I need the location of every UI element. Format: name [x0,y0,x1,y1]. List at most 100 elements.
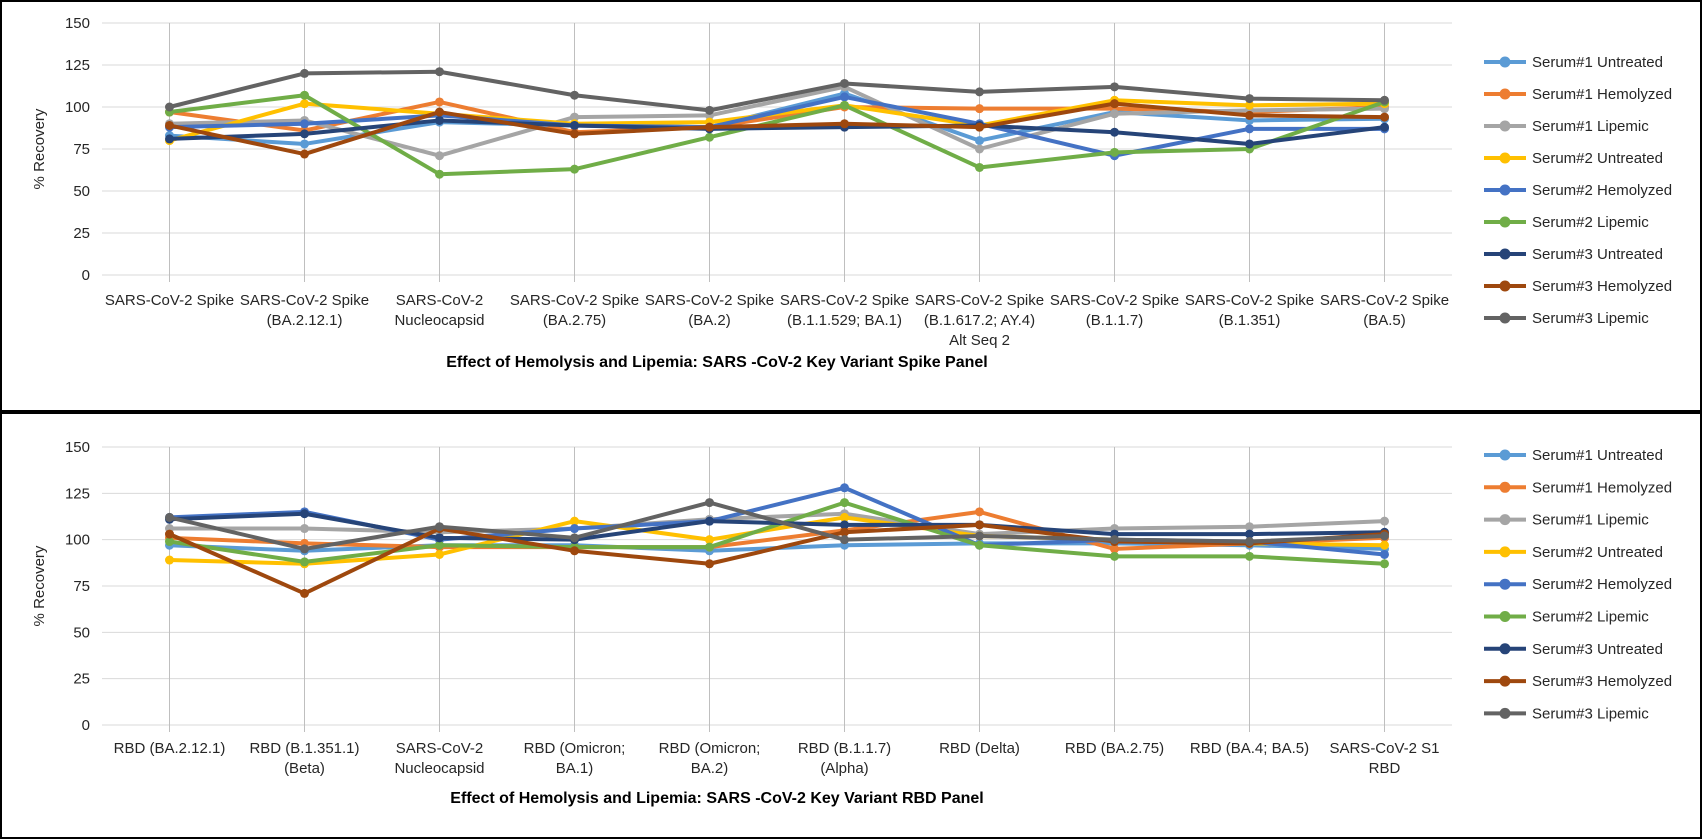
spike-chart-title: Effect of Hemolysis and Lipemia: SARS -C… [446,354,988,371]
data-point-serum-3-hemolyzed [705,559,714,569]
data-point-serum-3-untreated [435,115,444,125]
legend-label: Serum#2 Untreated [1532,544,1663,561]
data-point-serum-2-lipemic [975,540,984,550]
category-label: SARS-CoV-2 Spike (B.1.351) [1185,292,1314,329]
data-point-serum-3-lipemic [165,102,174,112]
legend-marker-icon [1499,449,1511,461]
legend-marker-icon [1499,248,1511,260]
data-point-serum-3-lipemic [1245,537,1254,547]
category-label: RBD (BA.2.12.1) [114,740,226,757]
data-point-serum-3-lipemic [1110,535,1119,545]
data-point-serum-3-untreated [300,129,309,139]
category-label: RBD (B.1.1.7) (Alpha) [798,740,891,777]
category-label: SARS-CoV-2 Nucleocapsid [394,292,484,329]
category-label: SARS-CoV-2 Spike (BA.2.75) [510,292,639,329]
y-tick-label: 75 [73,578,90,595]
rbd-chart-plot: 0 25 50 75 100 125 150 RBD (BA.2.12.1) RBD (B.1.… [65,439,1672,777]
data-point-serum-3-hemolyzed [975,122,984,132]
data-point-serum-1-lipemic [435,151,444,161]
data-point-serum-3-lipemic [1380,531,1389,541]
legend-marker-icon [1499,546,1511,558]
data-point-serum-1-hemolyzed [975,104,984,114]
series-line-serum-1-lipemic [167,84,1387,158]
legend-label: Serum#1 Lipemic [1532,512,1649,529]
data-point-serum-3-hemolyzed [570,546,579,556]
legend-label: Serum#3 Lipemic [1532,705,1649,722]
data-point-serum-2-hemolyzed [840,92,849,102]
data-point-serum-3-hemolyzed [1245,110,1254,120]
category-label: RBD (B.1.351.1) (Beta) [249,740,359,777]
data-point-serum-2-untreated [435,549,444,559]
data-point-serum-2-hemolyzed [840,483,849,493]
data-point-serum-3-hemolyzed [435,107,444,117]
legend-label: Serum#1 Untreated [1532,447,1663,464]
legend-marker-icon [1499,481,1511,493]
data-point-serum-2-untreated [300,99,309,109]
data-point-serum-3-hemolyzed [300,588,309,598]
y-tick-label: 50 [73,624,90,641]
data-point-serum-3-lipemic [1110,82,1119,92]
category-label: SARS-CoV-2 Spike (BA.2.12.1) [240,292,369,329]
data-point-serum-3-hemolyzed [1110,99,1119,109]
category-label: RBD (Omicron; BA.1) [524,740,626,777]
data-point-serum-3-hemolyzed [300,149,309,159]
legend-marker-icon [1499,56,1511,68]
series-line-serum-3-lipemic [167,69,1387,113]
category-label: SARS-CoV-2 Spike (BA.5) [1320,292,1449,329]
legend-label: Serum#1 Hemolyzed [1532,86,1672,103]
data-point-serum-3-hemolyzed [1380,112,1389,122]
legend-label: Serum#2 Hemolyzed [1532,182,1672,199]
legend-marker-icon [1499,514,1511,526]
y-tick-label: 0 [82,267,90,284]
data-point-serum-3-lipemic [300,68,309,78]
data-point-serum-3-lipemic [1380,95,1389,105]
legend-marker-icon [1499,707,1511,719]
spike-panel: 0 25 50 75 100 125 150 SARS-CoV-2 Spike SARS-CoV… [0,0,1702,412]
y-tick-label: 125 [65,57,90,74]
data-point-serum-1-lipemic [300,524,309,534]
data-point-serum-1-lipemic [570,112,579,122]
data-point-serum-3-untreated [840,520,849,530]
rbd-panel: 0 25 50 75 100 125 150 RBD (BA.2.12.1) RBD (B.1.… [0,412,1702,839]
y-tick-label: 25 [73,225,90,242]
data-point-serum-1-hemolyzed [1110,544,1119,554]
y-tick-label: 75 [73,141,90,158]
data-point-serum-3-lipemic [300,544,309,554]
data-point-serum-1-lipemic [1110,109,1119,119]
legend-label: Serum#1 Hemolyzed [1532,479,1672,496]
data-point-serum-1-lipemic [1245,522,1254,532]
data-point-serum-3-hemolyzed [975,520,984,530]
data-point-serum-2-lipemic [1380,559,1389,569]
legend-label: Serum#3 Lipemic [1532,310,1649,327]
legend-label: Serum#1 Lipemic [1532,118,1649,135]
legend-marker-icon [1499,675,1511,687]
y-tick-label: 100 [65,99,90,116]
data-point-serum-3-untreated [1110,127,1119,137]
data-point-serum-3-untreated [1245,139,1254,149]
data-point-serum-1-lipemic [1380,516,1389,526]
data-point-serum-2-untreated [705,535,714,545]
data-point-serum-3-lipemic [975,531,984,541]
series-line-serum-2-hemolyzed [167,94,1387,158]
y-tick-label: 125 [65,485,90,502]
data-point-serum-2-lipemic [300,90,309,100]
data-point-serum-2-untreated [1245,100,1254,110]
data-point-serum-2-lipemic [1245,551,1254,561]
legend-marker-icon [1499,312,1511,324]
legend-label: Serum#1 Untreated [1532,54,1663,71]
data-point-serum-3-lipemic [840,535,849,545]
data-point-serum-3-lipemic [570,533,579,543]
data-point-serum-3-hemolyzed [705,122,714,132]
data-point-serum-2-lipemic [1110,551,1119,561]
data-point-serum-3-lipemic [435,522,444,532]
data-point-serum-3-lipemic [705,498,714,508]
data-point-serum-3-lipemic [435,67,444,77]
data-point-serum-3-lipemic [165,512,174,522]
category-label: SARS-CoV-2 S1 RBD [1329,740,1439,777]
data-point-serum-3-lipemic [1245,94,1254,104]
category-label: RBD (Delta) [939,740,1020,757]
y-tick-label: 0 [82,717,90,734]
legend-marker-icon [1499,184,1511,196]
data-point-serum-2-lipemic [840,498,849,508]
category-label: SARS-CoV-2 Nucleocapsid [394,740,484,777]
